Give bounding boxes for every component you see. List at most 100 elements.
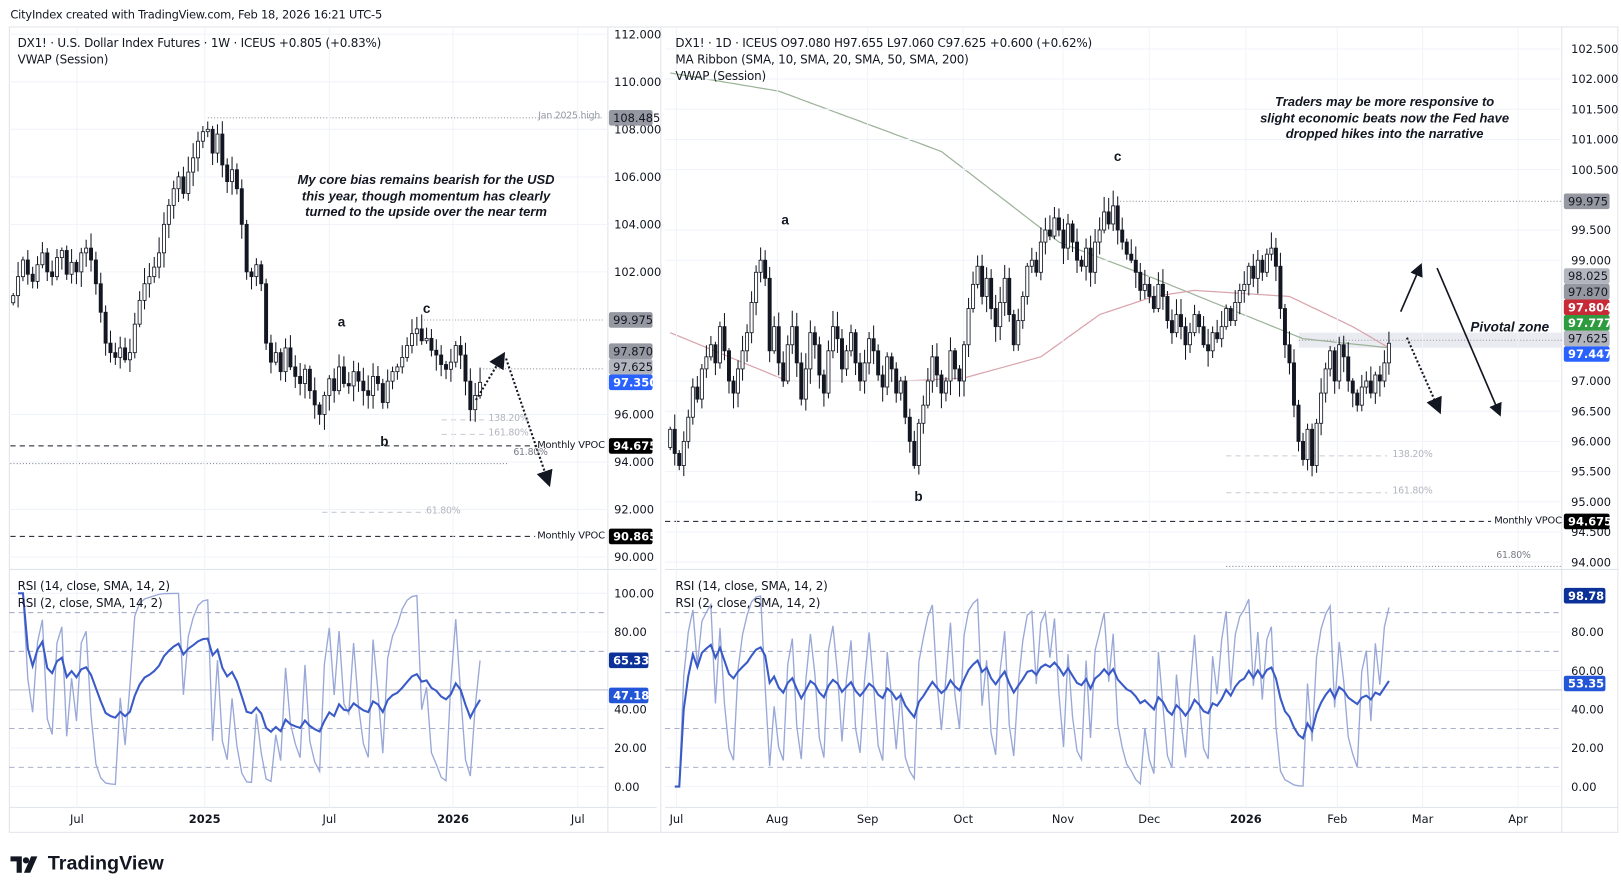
left-candle xyxy=(293,355,298,388)
left-rsi-badge-value: 47.18 xyxy=(613,689,649,703)
left-vpoc-label-2: Monthly VPOC xyxy=(537,529,605,542)
tradingview-logo[interactable]: TradingView xyxy=(10,853,164,876)
left-candle-body xyxy=(186,171,191,194)
left-candle-body xyxy=(89,247,93,261)
left-candle xyxy=(103,305,108,356)
right-candle xyxy=(686,409,691,449)
left-wave-a: a xyxy=(337,313,346,330)
right-candle xyxy=(894,362,899,403)
right-candle xyxy=(1079,255,1084,272)
right-candle-body xyxy=(1034,259,1039,273)
right-down-arrow xyxy=(1436,267,1502,417)
left-candle-body xyxy=(424,337,429,342)
right-candle xyxy=(1043,217,1048,255)
right-candle-body xyxy=(1328,350,1333,370)
right-candle xyxy=(1034,251,1039,277)
right-candle-body xyxy=(1242,283,1247,291)
left-candle-body xyxy=(390,371,395,382)
left-candle xyxy=(234,163,239,195)
right-candle-body xyxy=(704,356,709,370)
left-candle xyxy=(30,266,35,289)
right-price-badge-value: 94.675 xyxy=(1568,515,1612,529)
left-candle xyxy=(118,336,123,369)
right-candle-body xyxy=(1079,259,1084,267)
right-candle-body xyxy=(1319,392,1324,424)
right-candle-body xyxy=(1350,380,1355,394)
right-candle-body xyxy=(1355,392,1360,406)
right-ma-ribbon-legend[interactable]: MA Ribbon (SMA, 10, SMA, 20, SMA, 50, SM… xyxy=(675,51,969,67)
right-candle xyxy=(1233,290,1238,327)
right-candle-body xyxy=(830,326,835,352)
left-candle-body xyxy=(400,356,405,368)
right-candle-body xyxy=(993,308,998,328)
right-candle-body xyxy=(1043,229,1048,243)
right-candle-body xyxy=(713,344,718,364)
right-vwap-legend[interactable]: VWAP (Session) xyxy=(675,68,766,84)
left-rsi2-legend[interactable]: RSI (2, close, SMA, 14, 2) xyxy=(17,595,163,610)
left-candle-body xyxy=(337,366,342,392)
right-rsi2-legend[interactable]: RSI (2, close, SMA, 14, 2) xyxy=(675,595,821,610)
left-candle xyxy=(142,268,147,310)
right-candle xyxy=(1386,331,1391,375)
right-candle xyxy=(749,291,754,344)
left-candle xyxy=(210,125,215,166)
right-candle-body xyxy=(722,326,727,352)
right-candle-body xyxy=(1278,265,1283,309)
right-candle xyxy=(736,360,740,408)
left-candle-body xyxy=(371,375,376,396)
left-candle-body xyxy=(254,264,259,278)
right-candle xyxy=(1373,371,1378,404)
right-candle xyxy=(1296,399,1301,452)
right-candle-body xyxy=(975,265,980,285)
right-candle xyxy=(1215,319,1220,343)
right-candle xyxy=(1047,215,1052,241)
right-annotation: Traders may be more responsive to slight… xyxy=(1260,94,1510,142)
right-price-tick: 101.500 xyxy=(1571,102,1618,116)
right-candle-body xyxy=(1192,314,1197,334)
right-candle-body xyxy=(794,326,799,364)
right-rsi-tick: 60.00 xyxy=(1571,664,1604,678)
left-candle xyxy=(468,368,473,422)
right-price-badge-value: 97.870 xyxy=(1568,285,1608,299)
right-rsi-tick: 0.00 xyxy=(1571,780,1596,794)
right-candle xyxy=(1183,317,1188,360)
right-candle xyxy=(849,324,853,357)
right-candle xyxy=(817,336,822,389)
right-candle xyxy=(803,353,808,411)
right-candle-body xyxy=(853,332,858,364)
right-candle-body xyxy=(1364,380,1369,388)
right-candle xyxy=(1305,423,1310,471)
right-candle-body xyxy=(821,374,826,394)
right-candle-body xyxy=(1183,326,1188,346)
right-candle xyxy=(1169,309,1174,344)
right-candle-body xyxy=(758,259,763,273)
right-candle-body xyxy=(1264,253,1269,273)
left-candle-body xyxy=(249,271,254,278)
left-candle xyxy=(414,316,419,346)
left-candle xyxy=(244,219,249,280)
left-candle xyxy=(123,337,128,363)
left-vwap-legend[interactable]: VWAP (Session) xyxy=(17,51,109,67)
left-candle xyxy=(458,335,463,370)
left-rsi14-legend[interactable]: RSI (14, close, SMA, 14, 2) xyxy=(17,578,170,594)
right-time-label: Jul xyxy=(669,812,684,826)
right-rsi-badge-value: 53.35 xyxy=(1568,677,1604,691)
right-price-badge-bg xyxy=(1563,513,1610,530)
right-candle xyxy=(808,320,813,384)
left-price-tick: 108.000 xyxy=(614,122,661,136)
right-symbol-title[interactable]: DX1! · 1D · ICEUS O97.080 H97.655 L97.06… xyxy=(675,35,1092,50)
right-candle-body xyxy=(966,308,971,346)
right-candle-body xyxy=(776,326,781,364)
right-rsi14-legend[interactable]: RSI (14, close, SMA, 14, 2) xyxy=(675,578,828,594)
right-candle xyxy=(1264,248,1269,277)
right-candle xyxy=(885,352,890,396)
right-price-tick: 96.000 xyxy=(1571,435,1611,449)
left-candle xyxy=(225,158,230,193)
left-symbol-title[interactable]: DX1! · U.S. Dollar Index Futures · 1W · … xyxy=(17,35,382,50)
left-rsi-badge-bg xyxy=(608,687,649,704)
right-candle-body xyxy=(1025,265,1030,297)
right-rsi-badge-bg xyxy=(1563,587,1606,604)
right-candle-body xyxy=(835,326,840,340)
left-candle-body xyxy=(351,371,356,387)
